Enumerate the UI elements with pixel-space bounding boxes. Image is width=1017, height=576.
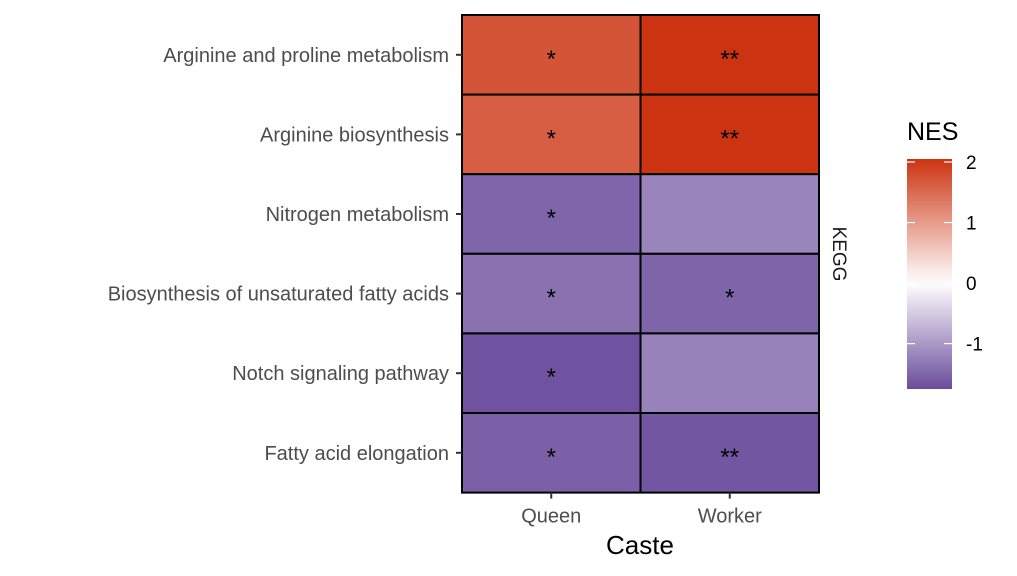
heatmap-cell [639, 412, 820, 494]
y-tick-label: Nitrogen metabolism [266, 204, 449, 226]
heatmap-cell [639, 173, 820, 255]
heatmap-cell [639, 332, 820, 414]
heatmap-cells [461, 14, 820, 494]
heatmap-cell [639, 14, 820, 96]
y-axis: Arginine and proline metabolism Arginine … [108, 45, 462, 465]
y-tick-label: Biosynthesis of unsaturated fatty acids [108, 284, 449, 306]
x-axis: Queen Worker [521, 492, 762, 528]
heatmap-cell [461, 93, 642, 176]
x-tick-label: Queen [521, 506, 581, 528]
color-legend: NES 2 1 0 -1 [907, 118, 983, 389]
significance-label: * [547, 46, 556, 73]
y-tick-label: Fatty acid elongation [264, 443, 449, 465]
x-axis-title: Caste [606, 530, 674, 560]
significance-label: * [547, 444, 556, 471]
facet-strip-label: KEGG [828, 227, 849, 282]
legend-tick-label: 0 [966, 274, 977, 295]
legend-title: NES [907, 118, 958, 146]
y-tick-label: Arginine and proline metabolism [163, 45, 449, 67]
significance-label: * [547, 205, 556, 232]
significance-label: * [725, 285, 734, 312]
significance-label: ** [720, 125, 739, 152]
significance-label: ** [720, 46, 739, 73]
significance-label: * [547, 285, 556, 312]
legend-tick-label: 2 [966, 153, 977, 174]
y-tick-label: Arginine biosynthesis [260, 124, 449, 146]
significance-label: ** [720, 444, 739, 471]
significance-label: * [547, 364, 556, 391]
heatmap-cell [639, 93, 820, 176]
x-tick-label: Worker [698, 506, 762, 528]
significance-label: * [547, 125, 556, 152]
legend-tick-label: -1 [966, 335, 983, 356]
heatmap-cell [461, 14, 642, 96]
legend-color-bar [907, 159, 952, 389]
significance-labels: * *** **** *** ** [547, 46, 740, 471]
legend-tick-label: 1 [966, 214, 977, 235]
y-tick-label: Notch signaling pathway [232, 363, 449, 385]
